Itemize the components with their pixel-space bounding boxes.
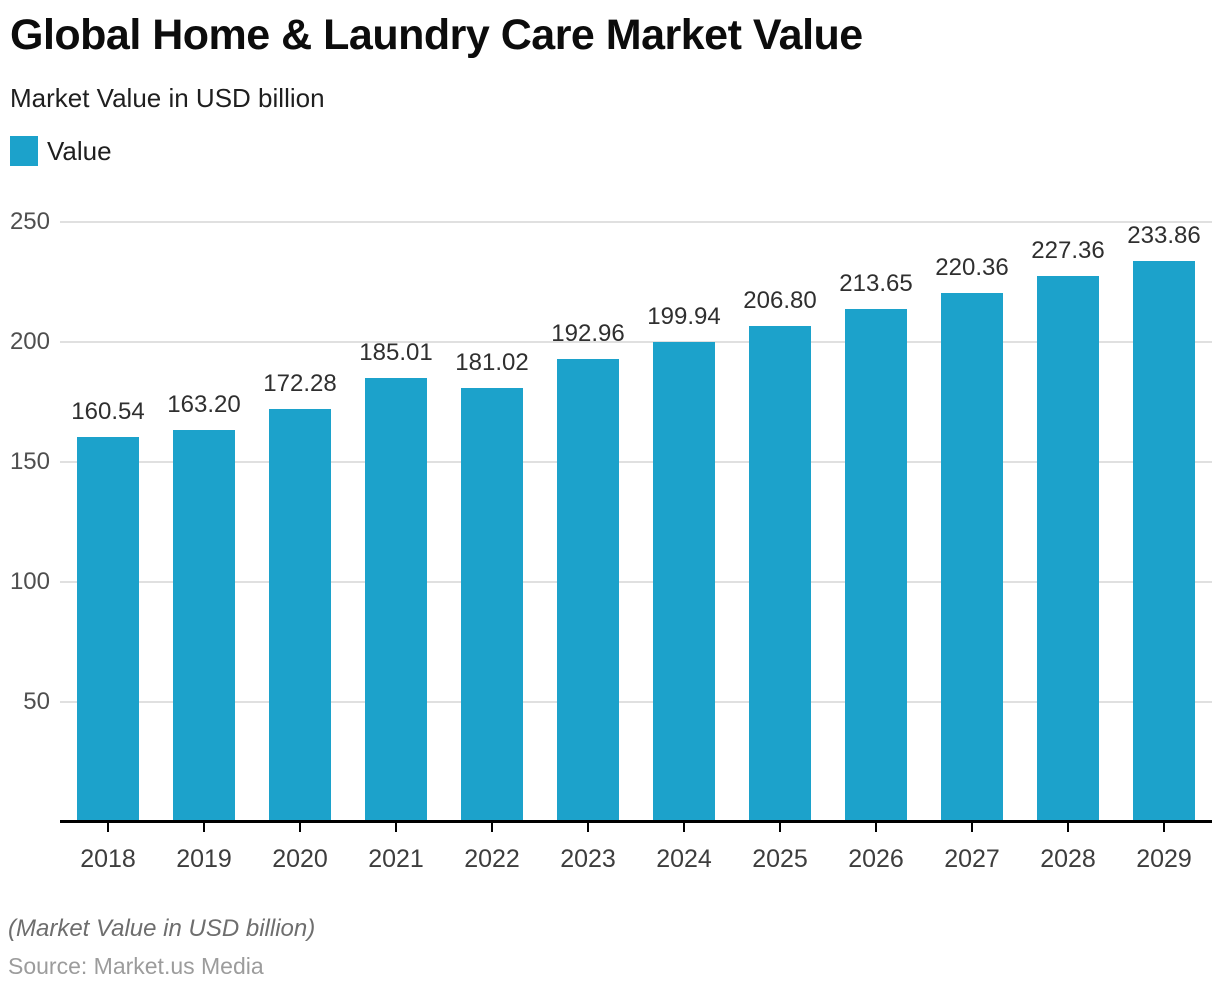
x-axis-label-2023: 2023 [560, 845, 616, 873]
x-axis-line [60, 820, 1212, 823]
bar-2025[interactable] [749, 325, 811, 821]
x-axis-tick-2018 [107, 823, 109, 832]
x-axis-label-2024: 2024 [656, 845, 712, 873]
x-axis-label-2029: 2029 [1136, 845, 1192, 873]
page-title: Global Home & Laundry Care Market Value [10, 11, 863, 59]
x-axis-label-2027: 2027 [944, 845, 1000, 873]
bar-value-label-2025: 206.80 [743, 286, 817, 314]
bar-2027[interactable] [941, 293, 1003, 821]
x-axis-tick-2023 [587, 823, 589, 832]
x-axis-tick-2021 [395, 823, 397, 832]
bar-2019[interactable] [173, 430, 235, 821]
bar-2026[interactable] [845, 309, 907, 821]
gridline-150 [60, 461, 1212, 463]
bar-value-label-2027: 220.36 [935, 254, 1009, 282]
page-subtitle: Market Value in USD billion [10, 83, 325, 113]
bar-value-label-2019: 163.20 [167, 391, 241, 419]
x-axis-label-2021: 2021 [368, 845, 424, 873]
bar-value-label-2024: 199.94 [647, 303, 721, 331]
source-credit: Source: Market.us Media [8, 953, 264, 979]
bar-value-label-2022: 181.02 [455, 348, 529, 376]
x-axis-label-2022: 2022 [464, 845, 520, 873]
bar-2018[interactable] [77, 436, 139, 821]
bar-2024[interactable] [653, 342, 715, 821]
x-axis-label-2026: 2026 [848, 845, 904, 873]
bar-value-label-2026: 213.65 [839, 270, 913, 298]
bar-2022[interactable] [461, 387, 523, 821]
bar-value-label-2023: 192.96 [551, 319, 625, 347]
y-axis-label-250: 250 [9, 208, 50, 235]
y-axis-label-50: 50 [23, 688, 50, 715]
bar-2028[interactable] [1037, 276, 1099, 821]
bar-value-label-2021: 185.01 [359, 338, 433, 366]
chart-footnote: (Market Value in USD billion) [8, 915, 316, 942]
x-axis-tick-2026 [875, 823, 877, 832]
bar-value-label-2020: 172.28 [263, 369, 337, 397]
y-axis-label-200: 200 [9, 328, 50, 355]
gridline-250 [60, 221, 1212, 223]
x-axis-label-2028: 2028 [1040, 845, 1096, 873]
legend-swatch-icon[interactable] [10, 136, 38, 166]
legend: Value [10, 136, 112, 166]
x-axis-tick-2029 [1163, 823, 1165, 832]
gridline-100 [60, 581, 1212, 583]
bar-value-label-2029: 233.86 [1127, 221, 1201, 249]
x-axis-label-2018: 2018 [80, 845, 136, 873]
x-axis-tick-2027 [971, 823, 973, 832]
bar-2029[interactable] [1133, 260, 1195, 821]
bar-value-label-2028: 227.36 [1031, 237, 1105, 265]
x-axis-label-2019: 2019 [176, 845, 232, 873]
bar-2023[interactable] [557, 358, 619, 821]
y-axis-label-150: 150 [9, 448, 50, 475]
x-axis-tick-2024 [683, 823, 685, 832]
x-axis-tick-2028 [1067, 823, 1069, 832]
x-axis-label-2025: 2025 [752, 845, 808, 873]
x-axis-tick-2022 [491, 823, 493, 832]
bar-2020[interactable] [269, 408, 331, 821]
gridline-50 [60, 701, 1212, 703]
x-axis-tick-2025 [779, 823, 781, 832]
bar-value-label-2018: 160.54 [71, 397, 145, 425]
legend-item-value[interactable]: Value [47, 136, 112, 166]
gridline-200 [60, 341, 1212, 343]
x-axis-tick-2020 [299, 823, 301, 832]
y-axis-label-100: 100 [9, 568, 50, 595]
x-axis-tick-2019 [203, 823, 205, 832]
bar-2021[interactable] [365, 377, 427, 821]
x-axis-label-2020: 2020 [272, 845, 328, 873]
